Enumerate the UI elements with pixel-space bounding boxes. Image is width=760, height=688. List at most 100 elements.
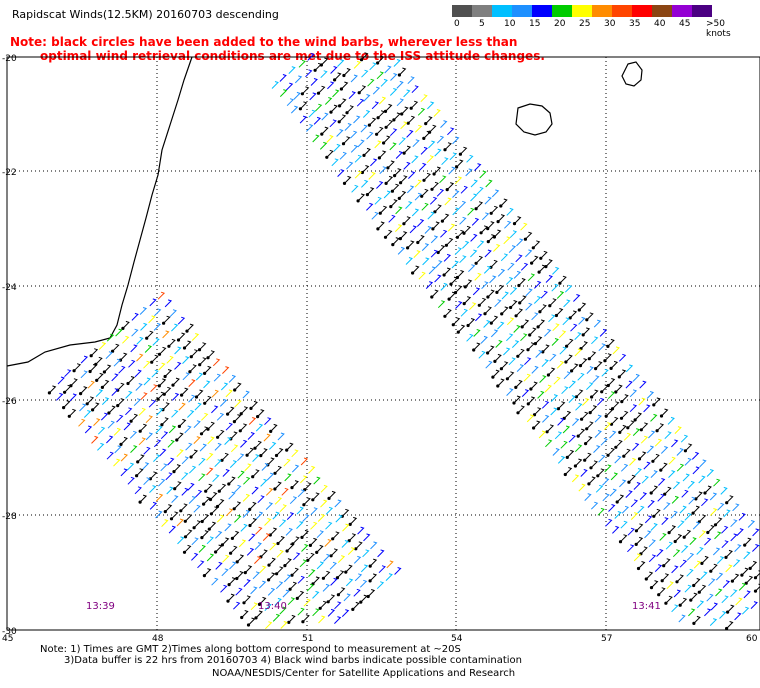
wind-barb: [220, 382, 229, 391]
contamination-marker: [430, 295, 434, 299]
wind-barb: [735, 597, 743, 606]
contamination-marker: [47, 391, 52, 395]
wind-barb: [286, 543, 295, 552]
wind-barb: [414, 124, 423, 133]
wind-barb: [357, 193, 366, 202]
wind-barb: [113, 458, 121, 467]
colorbar-swatch: [512, 5, 532, 17]
wind-barb: [443, 253, 452, 262]
contamination-marker: [652, 514, 656, 518]
contamination-marker: [657, 593, 661, 597]
wind-barb: [403, 216, 411, 225]
contamination-marker: [614, 390, 618, 394]
wind-barb: [326, 149, 334, 158]
wind-barb: [627, 420, 635, 429]
wind-barb: [205, 483, 213, 492]
wind-barb: [312, 492, 320, 501]
wind-barb: [351, 184, 359, 193]
wind-barb: [399, 67, 407, 76]
contamination-marker: [474, 261, 478, 265]
wind-barb: [648, 430, 656, 439]
contamination-marker: [422, 178, 426, 182]
contamination-marker: [587, 357, 591, 361]
wind-barb: [460, 146, 468, 155]
wind-barb: [279, 504, 287, 513]
wind-barb: [696, 547, 704, 555]
wind-barb: [408, 171, 416, 179]
wind-barb: [215, 544, 223, 553]
wind-barb: [633, 482, 641, 490]
wind-barb: [222, 366, 230, 374]
wind-barb: [57, 376, 65, 385]
wind-barb: [234, 514, 242, 523]
wind-barb: [150, 384, 158, 393]
contamination-marker: [499, 367, 503, 371]
wind-barb: [346, 105, 354, 114]
wind-barb: [667, 416, 675, 425]
contamination-marker: [100, 385, 104, 389]
wind-barb: [452, 207, 460, 216]
wind-barb: [313, 116, 322, 125]
wind-barb: [207, 436, 215, 445]
wind-barb: [120, 468, 128, 477]
wind-barb: [625, 364, 634, 373]
wind-barb: [194, 402, 202, 411]
contamination-marker: [393, 174, 397, 178]
wind-barb: [254, 440, 262, 449]
wind-barb: [69, 393, 77, 402]
contamination-marker: [620, 400, 624, 404]
wind-barb: [264, 518, 272, 526]
wind-barb: [148, 315, 156, 324]
wind-barb: [495, 340, 503, 348]
wind-barb: [236, 571, 244, 579]
wind-barb: [378, 565, 386, 574]
wind-barb: [133, 398, 142, 407]
wind-barb: [544, 328, 552, 337]
wind-barb: [341, 508, 350, 517]
wind-barb: [456, 159, 464, 168]
wind-barb: [309, 92, 317, 101]
wind-barb: [203, 380, 211, 389]
wind-barb: [347, 547, 356, 555]
wind-barb: [650, 485, 659, 494]
contamination-marker: [589, 466, 593, 470]
wind-barb: [191, 333, 200, 341]
wind-barb: [279, 89, 288, 97]
contamination-marker: [462, 231, 466, 235]
wind-barb: [240, 406, 249, 415]
wind-barb: [485, 179, 493, 188]
wind-barb: [167, 439, 175, 448]
contamination-marker: [520, 325, 524, 329]
wind-barb: [577, 428, 586, 437]
wind-barb: [721, 540, 729, 549]
contamination-marker: [376, 116, 380, 120]
contamination-marker: [683, 449, 688, 453]
wind-barb: [657, 493, 665, 502]
contamination-marker: [135, 474, 139, 478]
wind-barb: [89, 364, 98, 372]
contamination-marker: [163, 374, 167, 379]
contamination-marker: [197, 348, 202, 352]
wind-barb: [480, 335, 488, 344]
wind-barb: [406, 129, 414, 138]
wind-barb: [684, 584, 692, 593]
contamination-marker: [89, 354, 93, 358]
wind-barb: [198, 544, 206, 553]
wind-barb: [672, 549, 681, 558]
longitude-label: 51: [302, 634, 313, 644]
wind-barb: [149, 298, 157, 307]
wind-barb: [689, 537, 697, 545]
colorbar-unit-label: >50 knots: [706, 19, 731, 39]
wind-barb: [158, 362, 166, 371]
contamination-marker: [214, 550, 218, 554]
wind-barb: [199, 357, 207, 366]
wind-barb: [174, 346, 182, 355]
wind-barb: [288, 66, 296, 74]
contamination-marker: [320, 132, 324, 136]
wind-barb: [228, 476, 236, 485]
wind-barb: [255, 526, 263, 535]
wind-barb: [707, 525, 715, 533]
wind-barb: [274, 496, 283, 505]
contamination-marker: [596, 474, 600, 478]
contamination-marker: [577, 308, 581, 312]
